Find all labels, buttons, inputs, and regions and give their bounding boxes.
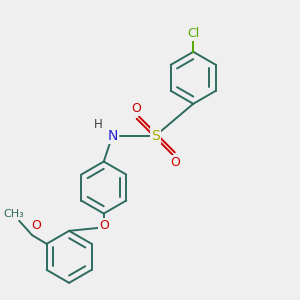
Text: O: O bbox=[99, 219, 109, 232]
Text: O: O bbox=[131, 102, 141, 115]
Text: CH₃: CH₃ bbox=[3, 208, 24, 218]
Text: O: O bbox=[170, 156, 180, 169]
Text: H: H bbox=[94, 118, 102, 130]
Text: S: S bbox=[152, 129, 160, 142]
Text: N: N bbox=[107, 129, 118, 142]
Text: O: O bbox=[32, 219, 41, 232]
Text: Cl: Cl bbox=[187, 27, 200, 40]
